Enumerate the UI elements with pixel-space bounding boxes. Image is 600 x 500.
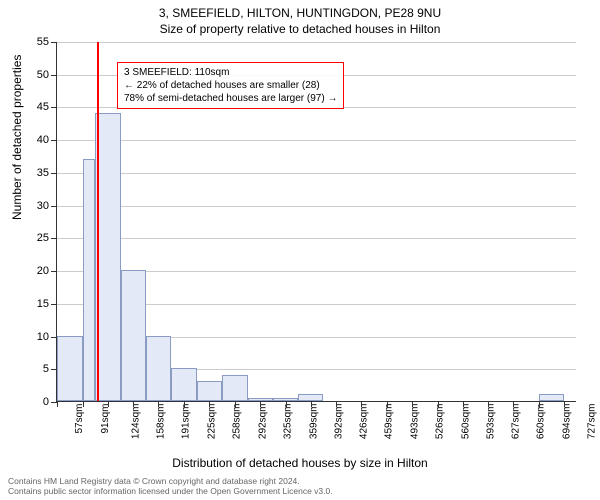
y-tick-label: 20	[37, 265, 49, 277]
y-tick	[51, 173, 57, 174]
y-tick	[51, 271, 57, 272]
x-tick-label: 359sqm	[308, 404, 319, 440]
y-tick	[51, 42, 57, 43]
histogram-bar	[197, 381, 222, 401]
page-title-line2: Size of property relative to detached ho…	[0, 20, 600, 36]
y-tick	[51, 140, 57, 141]
x-tick-label: 325sqm	[282, 404, 293, 440]
x-tick	[513, 401, 514, 407]
x-axis-title: Distribution of detached houses by size …	[0, 456, 600, 470]
x-tick-label: 124sqm	[130, 404, 141, 440]
x-tick-label: 258sqm	[232, 404, 243, 440]
footer-line1: Contains HM Land Registry data © Crown c…	[8, 476, 333, 486]
x-tick	[361, 401, 362, 407]
callout-line2: ← 22% of detached houses are smaller (28…	[124, 79, 337, 92]
x-tick	[286, 401, 287, 407]
x-tick-label: 225sqm	[207, 404, 218, 440]
x-tick-label: 91sqm	[100, 404, 111, 434]
x-tick-label: 459sqm	[384, 404, 395, 440]
x-tick-label: 191sqm	[181, 404, 192, 440]
histogram-bar	[121, 270, 147, 401]
histogram-bar	[83, 159, 95, 401]
histogram-bar	[171, 368, 197, 401]
y-tick-label: 35	[37, 167, 49, 179]
x-tick-label: 493sqm	[410, 404, 421, 440]
x-tick-label: 526sqm	[435, 404, 446, 440]
x-tick	[463, 401, 464, 407]
y-tick-label: 45	[37, 101, 49, 113]
x-tick	[336, 401, 337, 407]
histogram-bar	[222, 375, 248, 401]
callout-line1: 3 SMEEFIELD: 110sqm	[124, 66, 337, 79]
x-tick	[108, 401, 109, 407]
y-tick-label: 55	[37, 36, 49, 48]
x-tick-label: 660sqm	[536, 404, 547, 440]
x-tick-label: 426sqm	[359, 404, 370, 440]
y-tick-label: 10	[37, 331, 49, 343]
y-tick-label: 30	[37, 200, 49, 212]
grid-line	[57, 140, 576, 141]
y-tick	[51, 238, 57, 239]
x-tick	[412, 401, 413, 407]
current-property-marker	[97, 42, 99, 401]
x-tick	[564, 401, 565, 407]
y-tick-label: 40	[37, 134, 49, 146]
grid-line	[57, 206, 576, 207]
x-tick	[260, 401, 261, 407]
x-tick	[387, 401, 388, 407]
x-tick-label: 57sqm	[74, 404, 85, 434]
y-tick-label: 15	[37, 298, 49, 310]
x-tick-label: 560sqm	[460, 404, 471, 440]
y-tick-label: 5	[43, 363, 49, 375]
x-tick-label: 593sqm	[485, 404, 496, 440]
y-tick	[51, 206, 57, 207]
x-tick-label: 627sqm	[511, 404, 522, 440]
x-tick	[311, 401, 312, 407]
y-axis-title: Number of detached properties	[10, 55, 24, 220]
x-tick	[57, 401, 58, 407]
property-callout: 3 SMEEFIELD: 110sqm← 22% of detached hou…	[117, 62, 344, 109]
x-tick	[235, 401, 236, 407]
y-tick-label: 25	[37, 232, 49, 244]
x-tick	[158, 401, 159, 407]
page-title-line1: 3, SMEEFIELD, HILTON, HUNTINGDON, PE28 9…	[0, 0, 600, 20]
histogram-chart: 051015202530354045505557sqm91sqm124sqm15…	[56, 42, 576, 402]
grid-line	[57, 238, 576, 239]
x-tick	[133, 401, 134, 407]
x-tick	[438, 401, 439, 407]
x-tick-label: 292sqm	[257, 404, 268, 440]
plot-region: 051015202530354045505557sqm91sqm124sqm15…	[56, 42, 576, 402]
x-tick-label: 158sqm	[156, 404, 167, 440]
x-tick	[539, 401, 540, 407]
histogram-bar	[57, 336, 83, 401]
grid-line	[57, 173, 576, 174]
grid-line	[57, 42, 576, 43]
y-tick	[51, 75, 57, 76]
footer-attribution: Contains HM Land Registry data © Crown c…	[8, 476, 333, 496]
x-tick	[209, 401, 210, 407]
y-tick-label: 0	[43, 396, 49, 408]
x-tick	[83, 401, 84, 407]
x-tick-label: 694sqm	[562, 404, 573, 440]
x-tick	[488, 401, 489, 407]
callout-line3: 78% of semi-detached houses are larger (…	[124, 92, 337, 105]
x-tick-label: 727sqm	[587, 404, 598, 440]
y-tick	[51, 304, 57, 305]
x-tick	[184, 401, 185, 407]
histogram-bar	[539, 394, 564, 401]
x-tick-label: 392sqm	[333, 404, 344, 440]
y-tick	[51, 107, 57, 108]
histogram-bar	[146, 336, 171, 401]
footer-line2: Contains public sector information licen…	[8, 486, 333, 496]
y-tick-label: 50	[37, 69, 49, 81]
